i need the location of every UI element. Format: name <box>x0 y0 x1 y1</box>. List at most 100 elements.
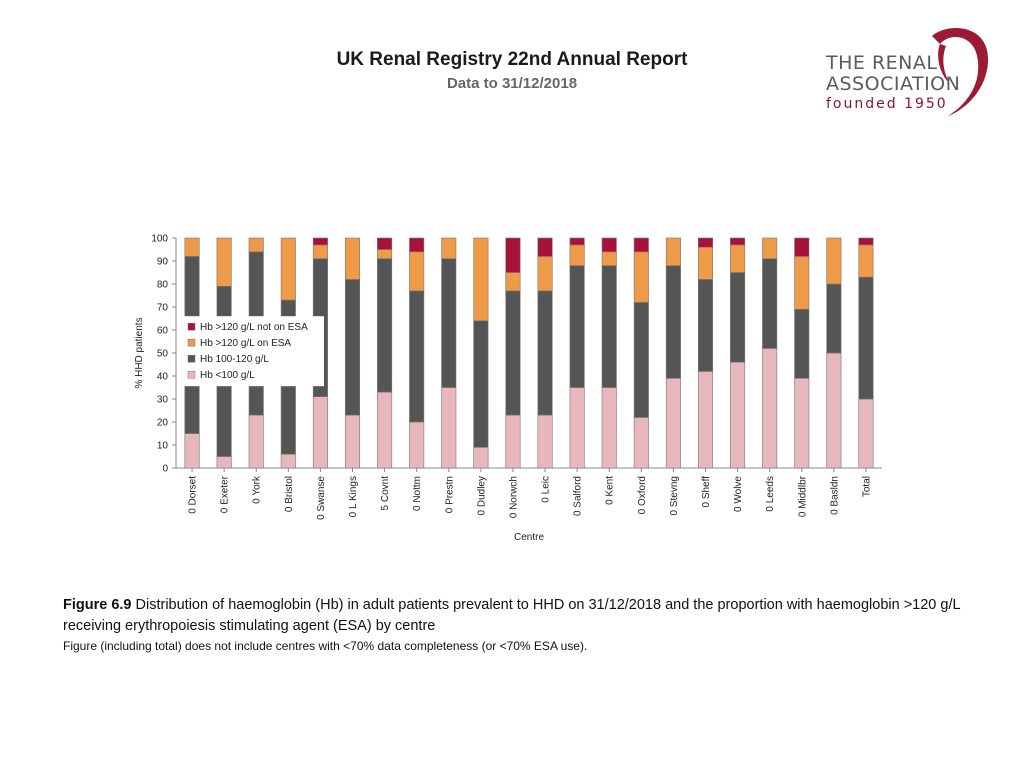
bar-segment <box>409 290 425 423</box>
report-title: UK Renal Registry 22nd Annual Report <box>336 49 688 70</box>
bar-segment <box>794 256 810 310</box>
legend-label: Hb <100 g/L <box>200 370 255 381</box>
bar-segment <box>730 272 746 363</box>
bar-segment <box>280 453 296 469</box>
x-tick-label: 0 Nottm <box>412 476 423 511</box>
bar-segment <box>730 237 746 246</box>
bar-segment <box>633 237 649 253</box>
x-tick-label: 0 Stevng <box>669 476 680 515</box>
bar-segment <box>377 258 393 393</box>
y-axis-title: % HHD patients <box>134 317 145 388</box>
bar-segment <box>441 387 457 469</box>
x-tick-label: 0 Dorset <box>188 476 199 514</box>
bar-segment <box>537 256 553 292</box>
bar-segment <box>633 251 649 303</box>
bar-segment <box>569 244 585 266</box>
legend-background <box>184 316 324 387</box>
bar-segment <box>473 447 489 469</box>
x-tick-label: 5 Covnt <box>380 476 391 511</box>
bar-segment <box>601 387 617 469</box>
bar-segment <box>665 237 681 266</box>
legend-label: Hb 100-120 g/L <box>200 354 269 365</box>
bar-segment <box>569 387 585 469</box>
bar-segment <box>377 249 393 259</box>
bar-segment <box>794 378 810 469</box>
legend-swatch <box>187 370 196 379</box>
x-tick-label: Total <box>861 476 872 497</box>
bar-segment <box>184 237 200 257</box>
bar-segment <box>505 237 521 273</box>
bar-segment <box>184 433 200 469</box>
legend-label: Hb >120 g/L on ESA <box>200 338 291 349</box>
y-tick-label: 50 <box>157 349 169 360</box>
bar-segment <box>633 302 649 418</box>
bar-segment <box>794 309 810 379</box>
bar-segment <box>409 251 425 292</box>
bar-segment <box>794 237 810 257</box>
bar-segment <box>216 237 232 287</box>
bar-segment <box>377 391 393 469</box>
bar-segment <box>697 371 714 469</box>
legend-swatch <box>187 338 196 347</box>
x-tick-label: 0 Swanse <box>316 476 327 520</box>
bar-segment <box>665 265 681 379</box>
bar-segment <box>248 414 264 469</box>
caption-text: Distribution of haemoglobin (Hb) in adul… <box>63 597 961 634</box>
x-axis-title: Centre <box>514 532 544 543</box>
y-tick-label: 60 <box>157 326 169 337</box>
x-tick-label: 0 L Kings <box>348 476 359 517</box>
bar-segment <box>473 320 489 448</box>
bar-segment <box>697 246 714 280</box>
caption-note: Figure (including total) does not includ… <box>63 639 588 653</box>
logo-text-line1: THE RENAL <box>826 52 938 74</box>
bar-segment <box>537 290 553 416</box>
logo-text-line2: ASSOCIATION <box>826 73 961 95</box>
y-tick-label: 100 <box>151 234 168 245</box>
bar-segment <box>344 237 361 280</box>
bar-segment <box>633 417 649 469</box>
y-tick-label: 30 <box>157 395 169 406</box>
x-tick-label: 0 Exeter <box>220 475 231 513</box>
renal-association-logo: THE RENAL ASSOCIATION founded 1950 <box>820 22 1000 122</box>
x-tick-label: 0 Leeds <box>765 476 776 512</box>
bar-segment <box>248 237 264 253</box>
x-tick-label: 0 Oxford <box>637 476 648 514</box>
bar-segment <box>601 251 617 266</box>
x-tick-label: 0 Sheff <box>701 476 712 508</box>
y-tick-label: 90 <box>157 257 169 268</box>
bar-segment <box>858 237 874 246</box>
y-tick-label: 70 <box>157 303 169 314</box>
bar-segment <box>601 265 617 388</box>
bar-segment <box>762 237 778 260</box>
x-tick-label: 0 Kent <box>605 476 616 505</box>
y-tick-label: 80 <box>157 280 169 291</box>
bar-segment <box>377 237 393 250</box>
bar-segment <box>601 237 617 253</box>
bar-segment <box>858 398 874 469</box>
y-tick-label: 40 <box>157 372 169 383</box>
bar-segment <box>730 361 746 469</box>
bar-segment <box>569 237 585 246</box>
bar-segment <box>473 237 489 322</box>
bar-segment <box>537 237 553 257</box>
bar-segment <box>216 456 232 469</box>
y-tick-label: 20 <box>157 418 169 429</box>
bar-segment <box>762 258 778 349</box>
hb-distribution-chart: 0 10 20 30 40 50 60 70 80 90 100 0 Dorset 0 Exeter 0 … <box>134 234 882 543</box>
bar-segment <box>312 396 328 469</box>
report-subtitle: Data to 31/12/2018 <box>446 75 578 92</box>
bar-segment <box>505 272 521 292</box>
bar-segment <box>537 414 553 469</box>
x-tick-label: 0 Leic <box>541 476 552 503</box>
bar-segment <box>569 265 585 388</box>
bar-segment <box>858 244 874 278</box>
bar-segment <box>409 421 425 469</box>
logo-text-line3: founded 1950 <box>826 96 948 112</box>
bar-segment <box>697 237 714 248</box>
bar-segment <box>665 378 681 469</box>
x-tick-label: 0 Prestn <box>444 476 455 513</box>
bar-segment <box>826 283 842 354</box>
y-tick-label: 10 <box>157 441 169 452</box>
bar-segment <box>697 279 714 372</box>
bar-segment <box>344 279 361 416</box>
